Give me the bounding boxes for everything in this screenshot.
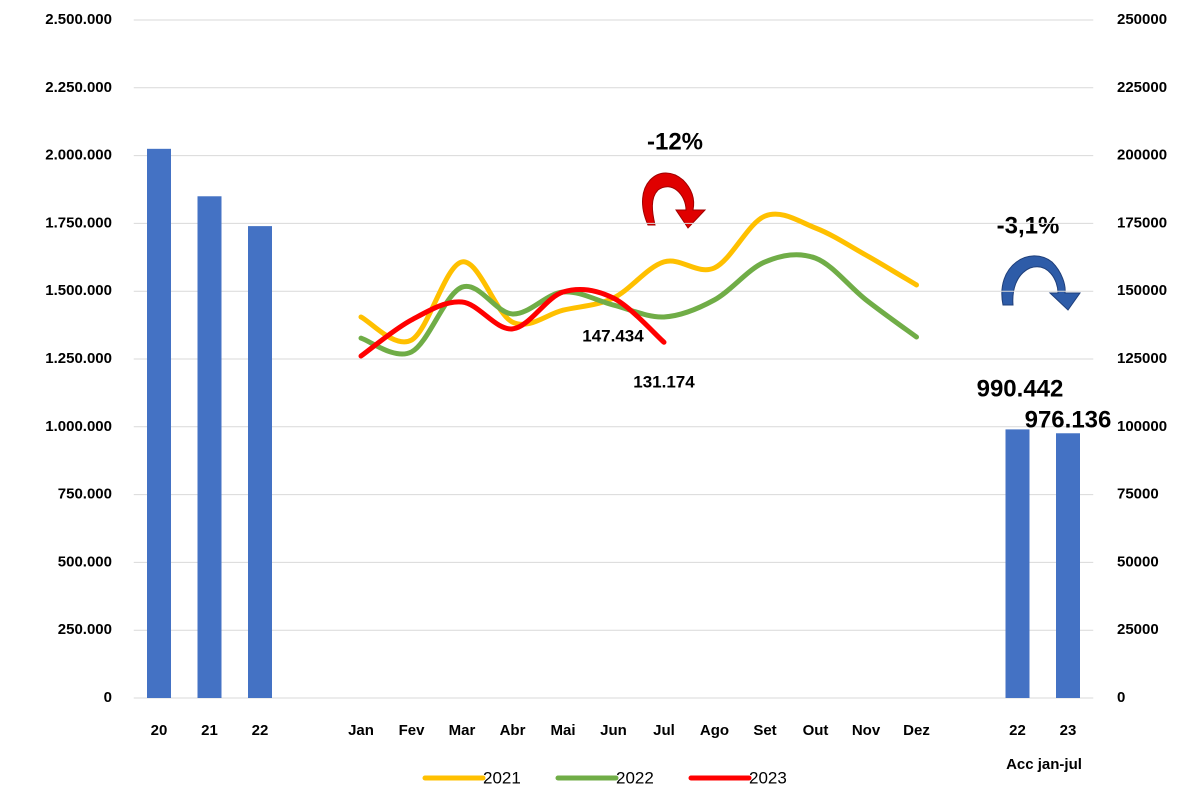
x-tick-label: 23 bbox=[1060, 722, 1077, 739]
y-tick-label: 250.000 bbox=[58, 621, 112, 638]
y-tick-label: 2.250.000 bbox=[45, 79, 112, 96]
annotation: -12% bbox=[647, 128, 703, 155]
decrease-arrow bbox=[1001, 255, 1081, 311]
x-tick-label: Nov bbox=[852, 722, 881, 739]
x-tick-label: Fev bbox=[399, 722, 426, 739]
x-tick-label: 22 bbox=[252, 722, 269, 739]
x-tick-label: Jan bbox=[348, 722, 374, 739]
x-tick-label: Dez bbox=[903, 722, 930, 739]
y-tick-label: 1.500.000 bbox=[45, 282, 112, 299]
y-tick-label: 750.000 bbox=[58, 486, 112, 503]
x-tick-label: Out bbox=[803, 722, 829, 739]
decrease-arrow bbox=[642, 172, 707, 229]
y-tick-label: 1.000.000 bbox=[45, 418, 112, 435]
x-tick-label: Abr bbox=[500, 722, 526, 739]
y-tick-label: 2.000.000 bbox=[45, 147, 112, 164]
y2-tick-label: 125000 bbox=[1117, 350, 1167, 367]
x-tick-label: Mai bbox=[550, 722, 575, 739]
bar bbox=[197, 196, 222, 698]
y2-tick-label: 200000 bbox=[1117, 147, 1167, 164]
data-label: 131.174 bbox=[633, 372, 695, 391]
annotation: -3,1% bbox=[997, 212, 1060, 239]
y2-tick-label: 75000 bbox=[1117, 486, 1159, 503]
data-label: 976.136 bbox=[1025, 406, 1112, 433]
line bbox=[358, 211, 919, 345]
bar bbox=[248, 226, 272, 698]
y2-tick-label: 50000 bbox=[1117, 553, 1159, 570]
y2-tick-label: 175000 bbox=[1117, 214, 1167, 231]
y2-tick-label: 250000 bbox=[1117, 11, 1167, 28]
y-tick-label: 1.750.000 bbox=[45, 214, 112, 231]
y2-tick-label: 225000 bbox=[1117, 79, 1167, 96]
x-tick-label: Mar bbox=[449, 722, 476, 739]
y2-tick-label: 150000 bbox=[1117, 282, 1167, 299]
y2-tick-label: 100000 bbox=[1117, 418, 1167, 435]
x-tick-label: 21 bbox=[201, 722, 218, 739]
bar bbox=[147, 148, 171, 698]
data-label: 990.442 bbox=[977, 375, 1064, 402]
y-tick-label: 500.000 bbox=[58, 553, 112, 570]
data-label: 147.434 bbox=[582, 326, 644, 345]
x-tick-label: 20 bbox=[151, 722, 168, 739]
x-tick-label: Set bbox=[753, 722, 776, 739]
y2-tick-label: 0 bbox=[1117, 689, 1125, 706]
x-axis-label: Acc jan-jul bbox=[1006, 756, 1082, 773]
x-tick-label: Jul bbox=[653, 722, 675, 739]
legend-label: 2022 bbox=[616, 768, 654, 787]
bar bbox=[1005, 429, 1030, 698]
legend-label: 2021 bbox=[483, 768, 521, 787]
legend-label: 2023 bbox=[749, 768, 787, 787]
line bbox=[358, 286, 667, 359]
y-tick-label: 2.500.000 bbox=[45, 11, 112, 28]
bar bbox=[1056, 433, 1080, 698]
x-tick-label: Ago bbox=[700, 722, 729, 739]
y-tick-label: 0 bbox=[104, 689, 112, 706]
x-tick-label: Jun bbox=[600, 722, 627, 739]
y-tick-label: 1.250.000 bbox=[45, 350, 112, 367]
y2-tick-label: 25000 bbox=[1117, 621, 1159, 638]
x-tick-label: 22 bbox=[1009, 722, 1026, 739]
